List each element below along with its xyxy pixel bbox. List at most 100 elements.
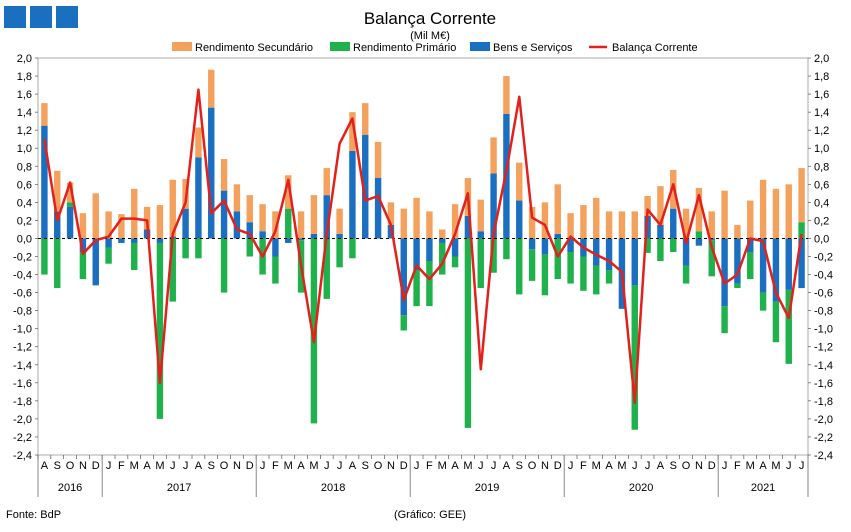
bar-bens-servicos [657,224,664,239]
x-tick-label: N [387,460,395,472]
y-tick-label-left: 1,0 [17,143,32,155]
bar-rendimento-secundario [593,197,600,239]
x-tick-label: A [759,460,767,472]
bar-rendimento-primario [644,238,651,253]
bar-rendimento-primario [567,251,574,284]
bar-bens-servicos [477,231,484,239]
x-tick-label: O [682,460,691,472]
bar-bens-servicos [772,238,780,302]
plot-border [37,57,809,456]
year-label: 2018 [321,482,345,494]
bar-rendimento-secundario [387,202,395,225]
bar-rendimento-secundario [220,159,228,191]
bar-rendimento-secundario [631,211,638,239]
bar-rendimento-primario [708,240,715,277]
y-tick-label-left: 0,8 [17,161,32,173]
bar-rendimento-secundario [362,103,369,135]
y-tick-label-right: -0,8 [814,306,833,318]
bar-rendimento-primario [105,247,112,264]
legend-label: Balança Corrente [612,42,698,54]
bar-rendimento-primario [220,238,228,293]
bar-bens-servicos [554,233,561,239]
bar-rendimento-primario [490,238,497,273]
bar-rendimento-secundario [708,211,715,239]
y-tick-label-right: 0,8 [814,161,829,173]
y-tick-label-right: -2,4 [814,450,833,462]
bar-rendimento-secundario [118,214,125,239]
x-tick-label: J [799,460,805,472]
bar-bens-servicos [79,238,87,252]
bar-bens-servicos [798,238,805,289]
bar-rendimento-primario [747,251,754,280]
bar-bens-servicos [721,238,728,307]
bar-rendimento-primario [156,242,164,419]
bar-rendimento-primario [785,289,792,364]
bar-rendimento-primario [477,238,484,289]
bar-rendimento-secundario [682,208,690,239]
x-tick-label: J [722,460,728,472]
y-tick-label-left: -0,4 [13,270,32,282]
x-tick-label: A [503,460,511,472]
x-tick-label: A [143,460,151,472]
bar-rendimento-primario [349,238,356,259]
x-tick-label: F [272,460,279,472]
bar-rendimento-secundario [79,213,87,239]
bar-bens-servicos [734,238,741,284]
bar-rendimento-secundario [66,182,74,203]
year-label: 2021 [751,482,775,494]
bar-rendimento-secundario [246,195,253,223]
bar-bens-servicos [54,211,61,239]
bar-bens-servicos [682,238,690,266]
x-tick-label: O [528,460,537,472]
y-tick-label-left: -0,8 [13,306,32,318]
x-tick-label: S [54,460,61,472]
bar-rendimento-primario [41,238,48,275]
year-label: 2016 [58,482,82,494]
bar-rendimento-secundario [310,195,318,234]
y-tick-label-left: 1,4 [17,107,32,119]
bar-rendimento-primario [272,256,279,284]
bar-bens-servicos [285,238,292,243]
bar-bens-servicos [195,157,202,239]
bar-rendimento-secundario [400,208,407,239]
y-tick-label-left: -1,0 [13,324,32,336]
bar-bens-servicos [593,238,600,266]
bar-rendimento-primario [631,285,638,430]
bar-rendimento-secundario [605,211,613,239]
bar-bens-servicos [131,238,138,243]
bar-bens-servicos [297,238,305,241]
legend-label: Rendimento Primário [353,42,456,54]
bar-bens-servicos [528,238,536,250]
bar-rendimento-primario [169,238,176,302]
line-balanca-corrente [43,88,803,404]
bar-rendimento-secundario [747,200,754,239]
bar-bens-servicos [695,238,703,246]
bar-rendimento-primario [541,254,549,296]
bar-rendimento-primario [670,238,677,252]
bar-rendimento-secundario [785,184,792,239]
bar-rendimento-primario [554,238,561,280]
bar-rendimento-primario [464,238,472,428]
legend-swatch [172,42,192,51]
bar-rendimento-secundario [297,211,305,239]
x-tick-label: J [183,460,189,472]
legend-swatch [470,42,490,51]
bar-bens-servicos [272,238,279,257]
bar-bens-servicos [118,238,125,243]
bar-bens-servicos [310,233,318,239]
bar-rendimento-primario [605,270,613,284]
legend-label: Bens e Serviços [493,42,573,54]
x-tick-label: N [79,460,87,472]
bar-bens-servicos [374,178,382,239]
bar-bens-servicos [323,195,330,239]
legend-label: Rendimento Secundário [195,42,313,54]
logo-square [30,6,52,28]
bar-rendimento-primario [413,270,420,307]
bar-rendimento-secundario [323,168,330,196]
bar-rendimento-secundario [169,179,176,237]
x-tick-label: J [786,460,792,472]
y-tick-label-left: 1,8 [17,71,32,83]
logo-square [56,6,78,28]
bar-rendimento-secundario [439,229,446,239]
